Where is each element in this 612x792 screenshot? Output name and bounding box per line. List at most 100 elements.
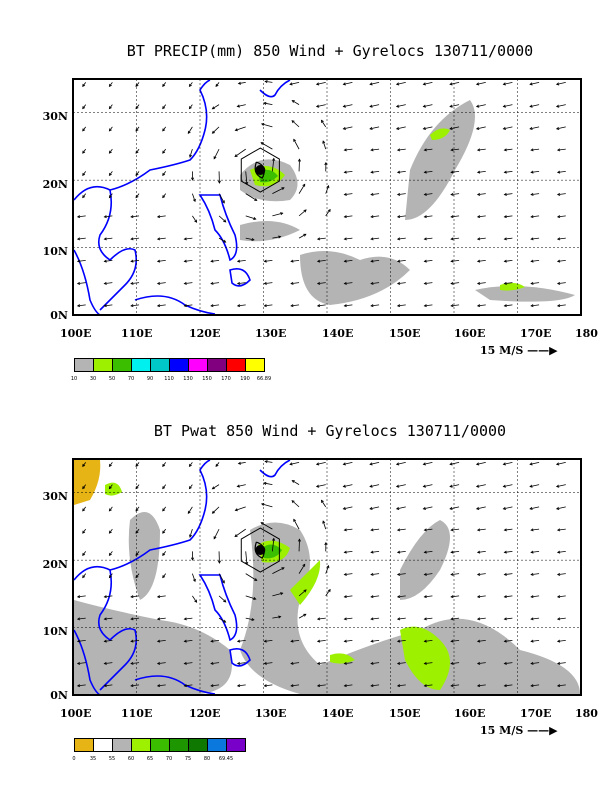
wind-vector xyxy=(77,282,86,285)
wind-vector xyxy=(371,528,380,531)
wind-vector-head xyxy=(82,150,86,154)
wind-vector-head xyxy=(475,126,480,130)
wind-vector xyxy=(424,259,433,262)
wind-vector xyxy=(77,639,86,642)
wind-vector xyxy=(77,215,86,218)
wind-vector xyxy=(423,126,433,130)
wind-vector-head xyxy=(476,215,481,219)
wind-vector-head xyxy=(556,237,561,241)
wind-vector xyxy=(476,461,486,465)
wind-vector xyxy=(557,193,566,196)
wind-vector-head xyxy=(530,661,534,665)
wind-vector xyxy=(531,662,540,665)
wind-vector xyxy=(77,259,86,262)
wind-vector-head xyxy=(423,550,427,554)
wind-vector-head xyxy=(503,661,507,665)
wind-vector xyxy=(556,81,566,85)
wind-vector xyxy=(397,215,406,218)
wind-vector xyxy=(77,662,86,665)
wind-vector xyxy=(504,528,513,531)
wind-vector-head xyxy=(263,661,267,665)
wind-vector-head xyxy=(476,259,481,263)
wind-vector xyxy=(218,193,225,204)
wind-vector xyxy=(343,506,353,510)
wind-vector-head xyxy=(162,172,166,177)
wind-vector-head xyxy=(530,304,534,308)
wind-vector xyxy=(424,550,433,553)
wind-vector-head xyxy=(370,281,374,285)
wind-vector-head xyxy=(370,639,374,643)
wind-vector xyxy=(369,506,380,510)
wind-vector xyxy=(289,461,300,465)
wind-vector-head xyxy=(530,639,534,643)
wind-vector-head xyxy=(396,528,401,532)
wind-vector-head xyxy=(281,567,285,571)
wind-vector xyxy=(371,237,380,240)
wind-vector xyxy=(321,500,327,508)
wind-vector xyxy=(396,81,406,85)
lon-label-180: 180 xyxy=(575,707,598,720)
wind-vector-head xyxy=(343,215,347,219)
wind-vector-head xyxy=(529,126,533,130)
wind-vector xyxy=(298,233,307,239)
wind-vector-head xyxy=(221,200,225,204)
wind-vector xyxy=(449,506,460,510)
wind-vector-head xyxy=(556,595,561,599)
wind-vector-head xyxy=(476,617,481,621)
wind-vector xyxy=(451,215,460,218)
wind-vector xyxy=(424,684,433,687)
wind-vector xyxy=(557,684,566,687)
wind-vector-head xyxy=(82,575,86,579)
wind-vector-head xyxy=(303,233,307,237)
wind-vector xyxy=(556,126,566,130)
wind-vector xyxy=(157,684,166,687)
wind-vector xyxy=(477,237,486,240)
wind-vector xyxy=(503,126,513,130)
wind-vector-head xyxy=(556,528,561,532)
wind-vector-head xyxy=(450,684,454,688)
wind-vector-head xyxy=(162,552,166,557)
wind-vector-head xyxy=(423,595,427,599)
wind-vector xyxy=(104,259,113,262)
wind-vector-head xyxy=(190,557,195,561)
wind-vector-head xyxy=(449,484,453,488)
wind-vector xyxy=(184,684,193,687)
wind-vector-head xyxy=(108,128,112,132)
wind-vector-head xyxy=(280,592,284,596)
wind-vector-head xyxy=(423,617,427,621)
wind-vector-head xyxy=(370,304,374,308)
wind-vector xyxy=(449,81,460,85)
wind-vector xyxy=(187,506,193,514)
wind-vector-head xyxy=(210,684,214,688)
wind-vector-head xyxy=(187,130,191,135)
wind-vector-head xyxy=(215,463,219,468)
shaded-region xyxy=(400,626,450,690)
wind-vector xyxy=(265,80,273,83)
wind-vector-head xyxy=(263,304,267,308)
wind-vector-head xyxy=(108,106,112,110)
wind-vector xyxy=(397,550,406,553)
wind-vector xyxy=(316,81,326,85)
wind-vector-head xyxy=(264,460,268,464)
wind-vector-head xyxy=(370,148,374,152)
wind-vector xyxy=(476,81,486,85)
wind-vector-head xyxy=(423,148,427,152)
wind-vector-head xyxy=(342,484,346,488)
wind-vector xyxy=(477,193,486,196)
wind-vector xyxy=(451,662,460,665)
wind-vector-head xyxy=(476,304,481,308)
wind-vector xyxy=(211,639,220,642)
wind-vector-head xyxy=(476,595,481,599)
wind-vector-head xyxy=(236,639,241,643)
wind-vector-head xyxy=(343,528,347,532)
wind-vector-head xyxy=(396,192,401,196)
wind-vector xyxy=(291,282,300,285)
wind-vector xyxy=(503,484,513,488)
wind-vector xyxy=(424,573,433,576)
wind-vector-head xyxy=(343,684,347,688)
lon-label-120e: 120E xyxy=(189,327,221,340)
wind-vector xyxy=(531,639,540,642)
wind-vector xyxy=(344,193,353,196)
wind-vector xyxy=(504,215,513,218)
wind-vector-head xyxy=(369,506,373,510)
